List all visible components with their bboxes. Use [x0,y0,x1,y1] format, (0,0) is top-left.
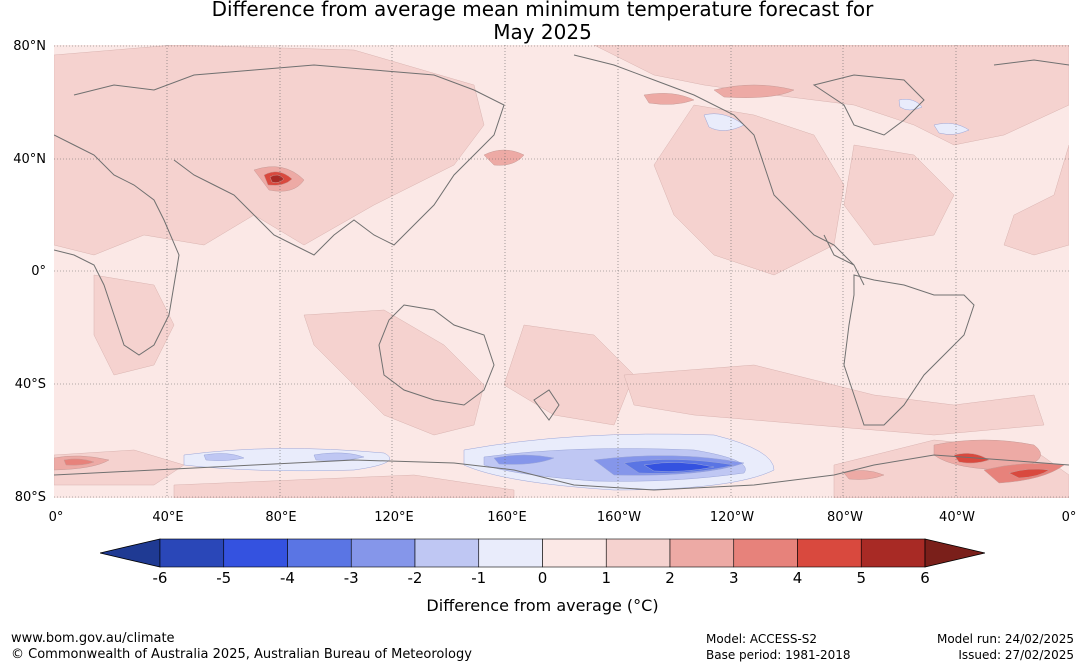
colorbar-tick-label: -4 [280,569,295,587]
lon-label-80e: 80°E [265,510,297,525]
footer-model: Model: ACCESS-S2 [706,632,818,646]
colorbar-cell [733,538,798,568]
colorbar-cell [860,538,926,568]
colorbar-cell [605,538,671,568]
colorbar-tick-label: -3 [344,569,359,587]
footer-copyright: © Commonwealth of Australia 2025, Austra… [11,647,472,662]
colorbar-extend-low [100,538,161,568]
colorbar-tick-label: -5 [216,569,231,587]
lon-label-160w: 160°W [596,510,642,525]
colorbar-cell [159,538,225,568]
colorbar-cell [414,538,480,568]
lat-label-0: 0° [31,264,46,279]
colorbar-cell [478,538,543,568]
colorbar-cell [669,538,735,568]
footer-website: www.bom.gov.au/climate [11,631,175,646]
footer-model-run: Model run: 24/02/2025 [936,632,1074,646]
colorbar-cells [100,538,985,568]
colorbar-tick-label: 1 [601,569,611,587]
coastlines [54,54,1069,491]
colorbar-tick-label: 6 [920,569,930,587]
colorbar-cell [223,538,288,568]
colorbar-cell [350,538,416,568]
lon-label-40w: 40°W [939,510,975,525]
lat-label-40n: 40°N [13,152,46,167]
colorbar-tick-label: 5 [856,569,866,587]
colorbar-label: Difference from average (°C) [426,596,659,615]
colorbar: -6 -5 -4 -3 -2 -1 0 1 2 3 4 5 6 [100,538,985,587]
colorbar-ticks: -6 -5 -4 -3 -2 -1 0 1 2 3 4 5 6 [153,569,930,587]
lon-label-80w: 80°W [827,510,863,525]
map-title-line1: Difference from average mean minimum tem… [211,0,874,21]
map-title-line2: May 2025 [493,20,592,44]
lon-label-120w: 120°W [709,510,755,525]
lat-label-40s: 40°S [14,377,46,392]
colorbar-cell [287,538,352,568]
colorbar-tick-label: 3 [729,569,739,587]
footer-issued: Issued: 27/02/2025 [958,648,1074,662]
colorbar-tick-label: 2 [665,569,675,587]
colorbar-cell [797,538,862,568]
lat-label-80s: 80°S [14,490,46,505]
colorbar-tick-label: 4 [793,569,803,587]
colorbar-tick-label: 0 [538,569,548,587]
anomaly-map [54,45,1069,498]
colorbar-tick-label: -1 [471,569,486,587]
footer-base-period: Base period: 1981-2018 [706,648,851,662]
anomaly-1-2-regions [54,45,1069,498]
colorbar-cell [542,538,607,568]
graticule [54,45,1069,498]
colorbar-extend-high [924,538,985,568]
lon-label-0-right: 0° [1061,510,1077,525]
anomaly-2-4-regions [54,84,1065,484]
lon-label-0-left: 0° [48,510,64,525]
lon-label-40e: 40°E [152,510,184,525]
lon-label-120e: 120°E [374,510,414,525]
colorbar-tick-label: -6 [153,569,168,587]
lat-label-80n: 80°N [13,39,46,54]
colorbar-tick-label: -2 [408,569,423,587]
lon-label-160e: 160°E [487,510,527,525]
